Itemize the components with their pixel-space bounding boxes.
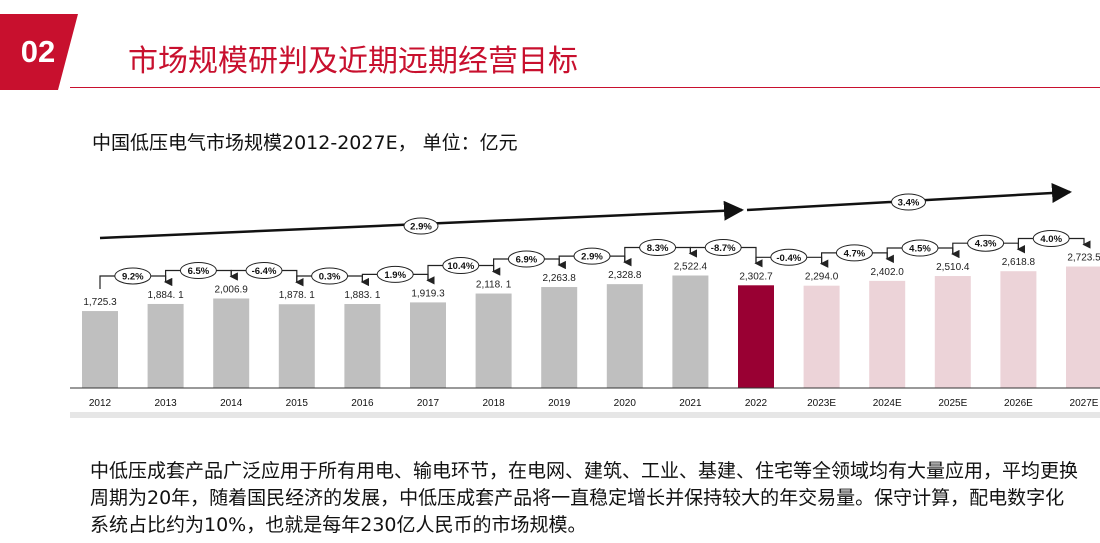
value-label-2017: 1,919.3: [411, 288, 445, 299]
bar-2023E: [803, 285, 840, 388]
growth-badge-2018: [442, 257, 480, 275]
growth-badge-2026E: [967, 234, 1005, 252]
value-label-2023E: 2,294.0: [805, 272, 839, 283]
bar-2014: [213, 298, 250, 388]
bar-2022: [738, 285, 774, 388]
x-tick-2020: 2020: [614, 398, 637, 409]
growth-badge-2014: [179, 261, 217, 279]
value-label-2014: 2,006.9: [215, 284, 249, 295]
x-tick-2015: 2015: [286, 398, 309, 409]
x-tick-2021: 2021: [679, 398, 702, 409]
badge-shape: [0, 14, 78, 90]
value-label-2020: 2,328.8: [608, 270, 642, 281]
x-tick-2026E: 2026E: [1004, 398, 1033, 409]
growth-label-2015: -6.4%: [252, 266, 277, 277]
value-label-2024E: 2,402.0: [871, 267, 905, 278]
growth-badge-2015: [245, 261, 283, 279]
growth-label-2014: 6.5%: [188, 266, 210, 277]
growth-badge-2021: [639, 239, 677, 257]
growth-label-2026E: 4.3%: [975, 239, 997, 250]
x-tick-2012: 2012: [89, 398, 112, 409]
x-tick-2016: 2016: [351, 398, 374, 409]
value-label-2013: 1,884. 1: [148, 290, 185, 301]
growth-label-2017: 1.9%: [384, 270, 406, 281]
cagr-badge-2012-2022: [403, 217, 439, 235]
growth-label-2023E: -0.4%: [776, 253, 801, 264]
x-tick-2024E: 2024E: [873, 398, 902, 409]
x-tick-2018: 2018: [482, 398, 505, 409]
value-label-2027E: 2,723.5: [1067, 253, 1100, 264]
x-tick-2022: 2022: [745, 398, 768, 409]
bar-2013: [147, 303, 184, 388]
growth-badge-2016: [311, 267, 349, 285]
section-number-badge: 02: [0, 14, 78, 90]
growth-badge-2025E: [901, 239, 939, 257]
bar-2026E: [1000, 271, 1037, 388]
bar-2018: [475, 293, 512, 388]
growth-label-2027E: 4.0%: [1040, 234, 1062, 245]
growth-label-2021: 8.3%: [647, 243, 669, 254]
chart-caption: 中国低压电气市场规模2012-2027E， 单位：亿元: [92, 132, 518, 154]
growth-badge-2023E: [770, 248, 808, 266]
bar-2015: [278, 304, 315, 388]
growth-label-2013: 9.2%: [122, 271, 144, 282]
cagr-label-2012-2022: 2.9%: [410, 222, 432, 233]
bar-2024E: [869, 280, 906, 388]
x-tick-2025E: 2025E: [938, 398, 967, 409]
bar-2021: [672, 275, 709, 388]
section-title: 市场规模研判及近期远期经营目标: [128, 44, 578, 79]
x-tick-2019: 2019: [548, 398, 571, 409]
growth-label-2020: 2.9%: [581, 252, 603, 263]
growth-label-2024E: 4.7%: [844, 248, 866, 259]
value-label-2022: 2,302.7: [739, 271, 773, 282]
bar-2025E: [934, 276, 971, 388]
bottom-band: [70, 412, 1100, 418]
growth-badge-2024E: [835, 244, 873, 262]
x-tick-2027E: 2027E: [1070, 398, 1099, 409]
growth-label-2019: 6.9%: [516, 255, 538, 266]
value-label-2026E: 2,618.8: [1002, 257, 1036, 268]
bar-2019: [541, 287, 578, 388]
value-label-2019: 2,263.8: [543, 273, 577, 284]
x-tick-2014: 2014: [220, 398, 243, 409]
growth-badge-2020: [573, 247, 611, 265]
value-label-2016: 1,883. 1: [344, 290, 381, 301]
bar-2020: [606, 284, 643, 388]
value-label-2018: 2,118. 1: [476, 280, 512, 291]
cagr-label-2022-2027E: 3.4%: [898, 198, 920, 209]
growth-badge-2013: [114, 267, 152, 285]
value-label-2015: 1,878. 1: [279, 290, 316, 301]
growth-label-2022: -8.7%: [711, 243, 736, 254]
growth-badge-2022: [704, 239, 742, 257]
section-number: 02: [20, 34, 56, 69]
x-tick-2017: 2017: [417, 398, 440, 409]
value-label-2012: 1,725.3: [83, 297, 117, 308]
market-size-bar-chart: 2.9% 3.4% 9.2% 6.5% -6.4% 0.3% 1.9% 10.4% 6.9% 2…: [70, 183, 1100, 418]
bar-2016: [344, 304, 381, 388]
bar-2012: [82, 311, 118, 388]
growth-badge-2027E: [1032, 230, 1070, 248]
cagr-badge-2022-2027E: [891, 193, 926, 211]
growth-label-2018: 10.4%: [447, 261, 474, 272]
growth-badge-2019: [507, 250, 545, 268]
value-label-2021: 2,522.4: [674, 262, 708, 273]
bar-2027E: [1066, 266, 1100, 388]
value-label-2025E: 2,510.4: [936, 262, 970, 273]
growth-label-2016: 0.3%: [319, 272, 341, 283]
x-tick-2023E: 2023E: [807, 398, 836, 409]
growth-badge-2017: [376, 265, 414, 283]
growth-label-2025E: 4.5%: [909, 244, 931, 255]
x-tick-2013: 2013: [154, 398, 177, 409]
bar-2017: [410, 302, 446, 388]
title-divider: [70, 87, 1100, 88]
market-description: 中低压成套产品广泛应用于所有用电、输电环节，在电网、建筑、工业、基建、住宅等全领…: [90, 460, 1079, 536]
